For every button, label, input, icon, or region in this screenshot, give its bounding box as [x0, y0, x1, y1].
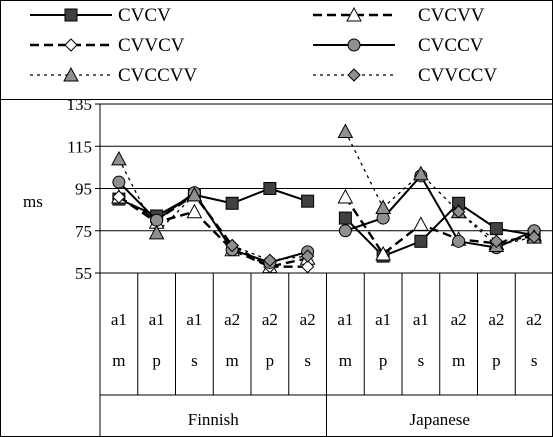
marker-triangle [186, 203, 203, 219]
category-label-level2: m [339, 351, 352, 370]
category-label-level2: p [152, 351, 161, 370]
legend-label: CVCV [118, 5, 171, 26]
series-cvccvv [111, 123, 542, 253]
y-tick-label: 135 [67, 95, 93, 114]
category-label-level2: m [112, 351, 125, 370]
y-axis-ticks: 55 75 95 115 135 [67, 95, 100, 283]
category-label-level1: a1 [111, 310, 127, 329]
marker-square [338, 211, 352, 225]
category-label-level1: a1 [375, 310, 391, 329]
category-label-level1: a1 [337, 310, 353, 329]
legend-label: CVCCVV [118, 65, 197, 86]
legend-item-cvcv: CVCV [30, 5, 171, 26]
gridlines [100, 103, 553, 232]
marker-triangle [337, 188, 354, 204]
category-label-level2: s [418, 351, 425, 370]
legend-item-cvccv: CVCCV [313, 35, 484, 56]
marker-triangle [63, 66, 79, 82]
category-label-level1: a1 [186, 310, 202, 329]
category-label-level1: a1 [413, 310, 429, 329]
marker-square [64, 8, 78, 22]
marker-triangle [346, 6, 362, 22]
legend-label: CVCCV [418, 35, 484, 56]
marker-diamond [527, 230, 541, 244]
marker-circle [150, 213, 164, 227]
marker-diamond [225, 238, 239, 253]
marker-diamond [64, 38, 78, 52]
marker-triangle [375, 199, 391, 215]
marker-square [263, 182, 277, 195]
category-label-level1: a2 [300, 310, 316, 329]
category-label-level2: m [226, 351, 239, 370]
legend-item-cvcvv: CVCVV [313, 5, 485, 26]
marker-diamond [347, 68, 361, 82]
legend-label: CVCVV [418, 5, 485, 26]
marker-circle [452, 234, 466, 248]
marker-circle [112, 175, 126, 189]
group-label: Japanese [410, 410, 470, 429]
series-cvcvv [111, 188, 542, 274]
series-line [118, 195, 308, 268]
series-line [345, 174, 535, 249]
marker-square [225, 196, 239, 210]
marker-diamond [300, 249, 315, 263]
marker-triangle [413, 216, 429, 231]
category-label-level1: a1 [149, 310, 165, 329]
legend-item-cvvcv: CVVCV [30, 35, 185, 56]
marker-circle [347, 38, 361, 52]
series-line [231, 244, 308, 261]
category-label-level2: s [531, 351, 538, 370]
series-cvccv [112, 169, 541, 269]
category-label-level2: s [304, 351, 311, 370]
series-line [344, 196, 535, 256]
marker-triangle [375, 245, 391, 261]
marker-triangle [337, 123, 354, 138]
category-label-level2: s [191, 351, 198, 370]
category-label-level1: a2 [451, 310, 467, 329]
category-label-level2: p [379, 351, 388, 370]
category-label-level1: a2 [224, 310, 240, 329]
marker-triangle [186, 186, 203, 202]
category-label-level2: p [492, 351, 501, 370]
marker-diamond [112, 190, 126, 204]
legend-item-cvvccv: CVVCCV [313, 65, 497, 86]
y-tick-label: 95 [75, 180, 92, 199]
series-line [344, 201, 535, 258]
marker-triangle [148, 224, 165, 240]
series-cvvccv [225, 205, 541, 268]
category-table: a1 m a1 p a1 s a2 m a2 p a2 s a1 m a1 p a1 s a2 m a2 p a2 s Finn… [99, 273, 553, 437]
marker-square [414, 234, 428, 248]
marker-triangle [413, 165, 429, 181]
marker-triangle [111, 150, 127, 166]
category-label-level1: a2 [488, 310, 504, 329]
series-line [458, 211, 535, 242]
marker-square [489, 222, 503, 236]
category-label-level2: m [452, 351, 465, 370]
category-label-level2: p [266, 351, 275, 370]
marker-diamond [489, 234, 504, 249]
y-tick-label: 115 [67, 137, 92, 156]
marker-circle [338, 224, 352, 238]
series-line [344, 131, 535, 247]
marker-square [301, 194, 315, 208]
legend: CVCV CVCVV CVVCV CVCCV CVCCVV CVVCCV [30, 5, 497, 86]
series-lines [111, 123, 542, 274]
legend-label: CVVCCV [418, 65, 497, 86]
series-line [118, 181, 308, 264]
category-label-level1: a2 [262, 310, 278, 329]
series-cvcv [112, 182, 541, 263]
category-label-level1: a2 [526, 310, 542, 329]
marker-diamond [263, 253, 277, 268]
y-tick-label: 55 [75, 264, 92, 283]
group-label: Finnish [188, 410, 240, 429]
y-tick-label: 75 [75, 222, 92, 241]
marker-diamond [300, 259, 315, 274]
y-axis-label: ms [23, 192, 43, 211]
marker-diamond [451, 205, 466, 219]
legend-label: CVVCV [118, 35, 185, 56]
legend-item-cvccvv: CVCCVV [30, 65, 197, 86]
